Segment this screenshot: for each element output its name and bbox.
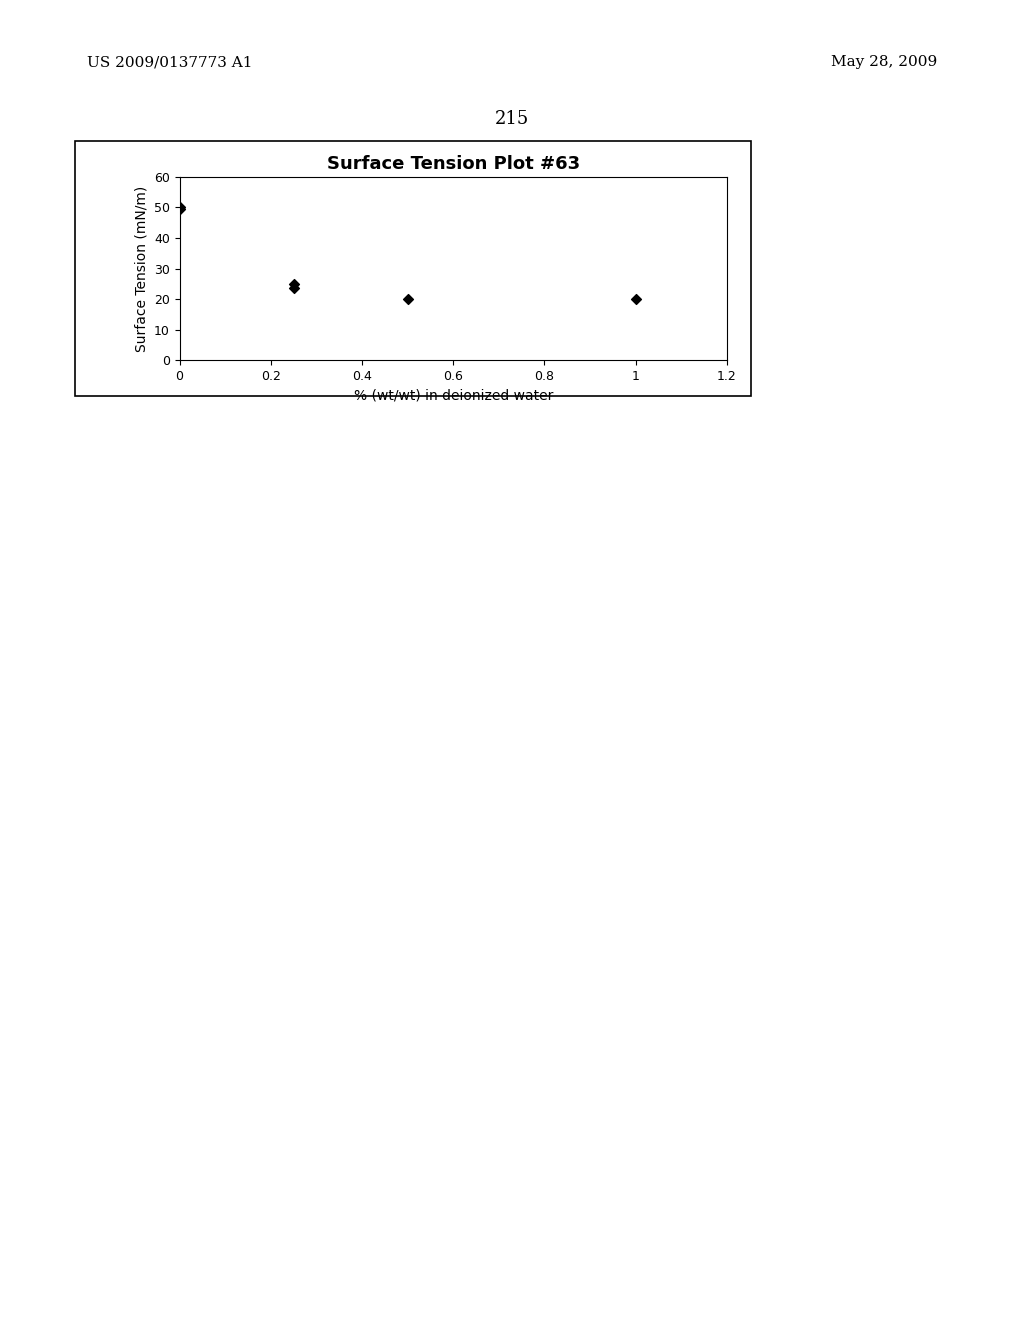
- Text: US 2009/0137773 A1: US 2009/0137773 A1: [87, 55, 253, 70]
- X-axis label: % (wt/wt) in deionized water: % (wt/wt) in deionized water: [353, 388, 553, 403]
- Point: [286, 273, 302, 294]
- Y-axis label: Surface Tension (mN/m): Surface Tension (mN/m): [134, 186, 148, 351]
- Point: [171, 197, 187, 218]
- Point: [286, 279, 302, 300]
- Text: 215: 215: [495, 110, 529, 128]
- Text: May 28, 2009: May 28, 2009: [830, 55, 937, 70]
- Point: [628, 289, 644, 310]
- Point: [399, 289, 416, 310]
- Title: Surface Tension Plot #63: Surface Tension Plot #63: [327, 154, 580, 173]
- Point: [171, 198, 187, 219]
